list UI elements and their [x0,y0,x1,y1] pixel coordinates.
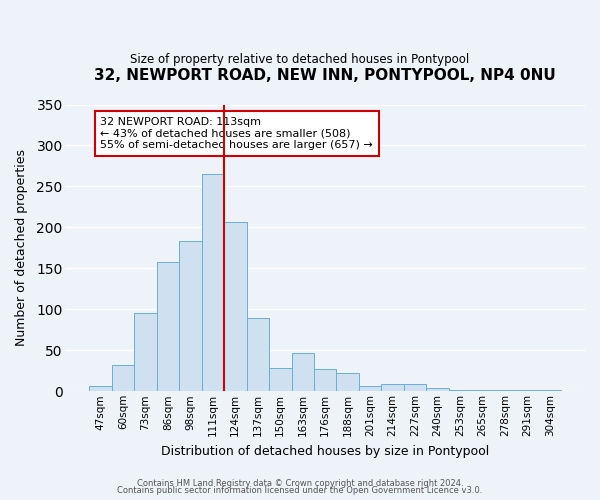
Bar [179,242,202,392]
Bar [539,390,562,392]
Bar [359,386,382,392]
Bar [427,388,449,392]
Bar [157,262,179,392]
Bar [202,174,224,392]
Text: Contains public sector information licensed under the Open Government Licence v3: Contains public sector information licen… [118,486,482,495]
Text: Size of property relative to detached houses in Pontypool: Size of property relative to detached ho… [130,52,470,66]
Bar [382,384,404,392]
X-axis label: Distribution of detached houses by size in Pontypool: Distribution of detached houses by size … [161,444,490,458]
Bar [494,390,517,392]
Bar [224,222,247,392]
Text: Contains HM Land Registry data © Crown copyright and database right 2024.: Contains HM Land Registry data © Crown c… [137,478,463,488]
Bar [314,369,337,392]
Bar [404,384,427,392]
Title: 32, NEWPORT ROAD, NEW INN, PONTYPOOL, NP4 0NU: 32, NEWPORT ROAD, NEW INN, PONTYPOOL, NP… [94,68,556,82]
Bar [134,314,157,392]
Bar [337,373,359,392]
Bar [292,353,314,392]
Y-axis label: Number of detached properties: Number of detached properties [15,150,28,346]
Bar [472,390,494,392]
Bar [449,390,472,392]
Text: 32 NEWPORT ROAD: 113sqm
← 43% of detached houses are smaller (508)
55% of semi-d: 32 NEWPORT ROAD: 113sqm ← 43% of detache… [100,117,373,150]
Bar [89,386,112,392]
Bar [517,390,539,392]
Bar [269,368,292,392]
Bar [112,365,134,392]
Bar [247,318,269,392]
